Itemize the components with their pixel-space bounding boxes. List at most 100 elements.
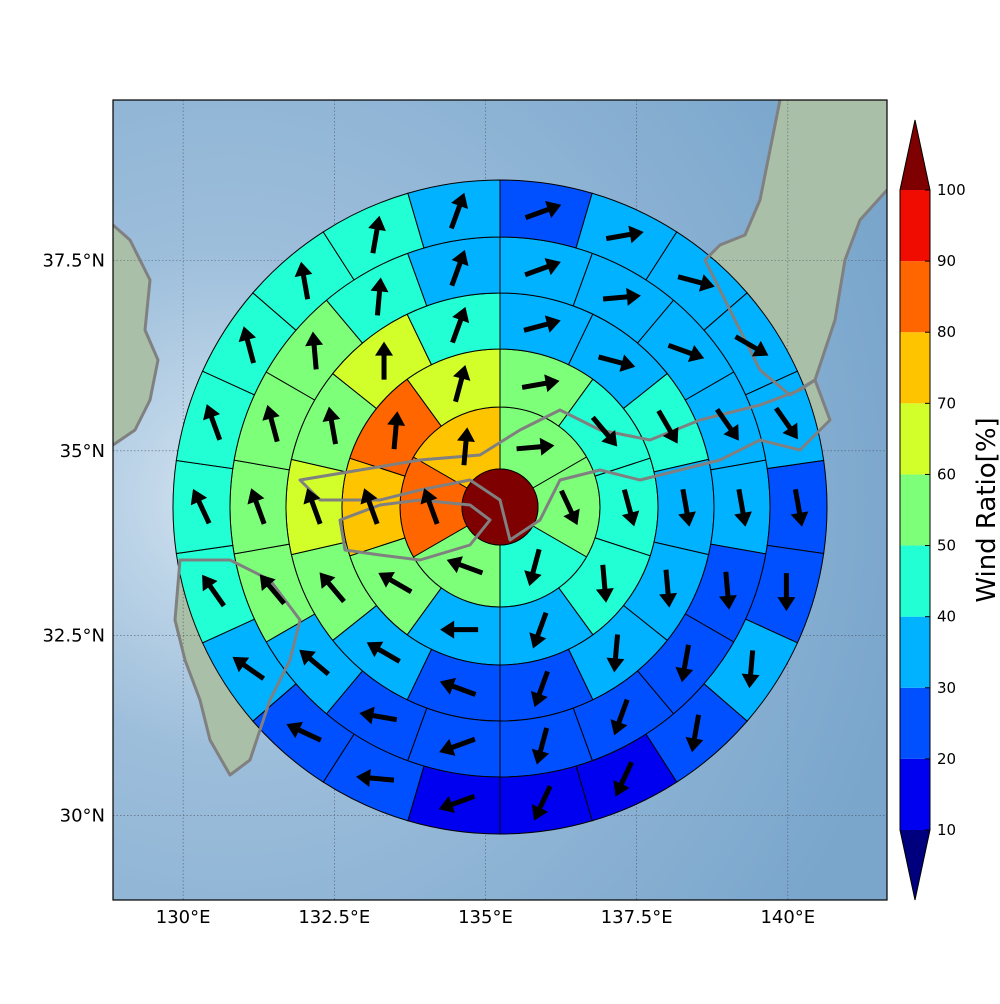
- wind-arrow: [685, 714, 704, 753]
- arrow-shape: [247, 488, 267, 525]
- colorbar-tick-label: 40: [937, 608, 956, 626]
- arrow-shape: [531, 727, 550, 765]
- colorbar-over: [900, 120, 930, 190]
- wind-arrow: [378, 572, 413, 594]
- wind-arrow: [718, 571, 737, 610]
- wind-arrow: [524, 258, 561, 278]
- wind-arrow: [734, 488, 752, 527]
- arrow-shape: [360, 488, 380, 525]
- wind-arrow: [387, 411, 406, 450]
- y-tick-label: 30°N: [60, 805, 105, 826]
- colorbar-segment: [900, 261, 930, 333]
- wind-arrow: [359, 706, 398, 725]
- axes: 130°E 132.5°E 135°E 137.5°E 140°E 30°N 32.5°N 3…: [42, 250, 815, 928]
- arrow-shape: [656, 409, 679, 444]
- wind-arrow: [521, 374, 560, 393]
- arrow-shape: [378, 572, 413, 594]
- arrow-shape: [439, 736, 476, 756]
- wind-arrow: [656, 409, 679, 444]
- map-frame: [112, 99, 888, 901]
- wind-arrow: [449, 249, 469, 287]
- arrow-shape: [439, 677, 477, 697]
- sectors: [172, 179, 828, 835]
- arrow-shape: [449, 249, 469, 287]
- y-tick-label: 35°N: [60, 441, 105, 462]
- arrow-shape: [559, 489, 580, 526]
- arrow-shape: [524, 258, 561, 278]
- coast-honshu-west: [298, 378, 832, 542]
- arrow-shape: [675, 644, 694, 683]
- y-tick-label: 37.5°N: [42, 250, 105, 271]
- arrow-shape: [715, 408, 739, 441]
- arrow-shape: [777, 573, 796, 612]
- arrow-shape: [450, 306, 470, 344]
- arrow-shape: [319, 572, 346, 604]
- arrow-shape: [449, 192, 469, 230]
- wind-arrow: [602, 287, 641, 306]
- wind-arrow: [319, 572, 346, 604]
- x-tick-label: 140°E: [760, 907, 815, 928]
- arrow-shape: [734, 334, 769, 357]
- wind-arrow: [259, 574, 287, 606]
- arrow-shape: [602, 287, 641, 306]
- arrow-shape: [659, 569, 678, 608]
- wind-arrow: [524, 548, 542, 587]
- wind-arrow: [559, 489, 580, 526]
- arrow-shape: [303, 488, 323, 525]
- arrow-shape: [286, 721, 322, 743]
- coast-shikoku: [338, 498, 492, 562]
- x-tick-label: 135°E: [458, 907, 513, 928]
- wind-arrow: [299, 649, 331, 677]
- arrow-shape: [370, 277, 389, 316]
- colorbar-segment: [900, 332, 930, 404]
- coastlines: [113, 100, 887, 777]
- x-tick-label: 130°E: [156, 907, 211, 928]
- arrow-shape: [457, 427, 475, 466]
- wind-arrow: [715, 408, 739, 441]
- wind-arrow: [777, 573, 796, 612]
- wind-arrow: [203, 404, 223, 441]
- wind-arrow: [529, 611, 549, 649]
- colorbar-tick-label: 50: [937, 537, 956, 555]
- wind-arrow: [741, 650, 760, 689]
- wind-arrow: [678, 488, 696, 527]
- arrow-shape: [202, 574, 226, 608]
- korea: [113, 225, 158, 445]
- colorbar-segment: [900, 545, 930, 617]
- wind-arrow: [303, 488, 323, 525]
- colorbar-segment: [900, 190, 930, 262]
- y-tick-label: 32.5°N: [42, 626, 105, 647]
- wind-arrow: [262, 404, 280, 443]
- wind-arrow: [590, 415, 618, 447]
- wind-arrow: [238, 326, 257, 364]
- arrow-shape: [438, 793, 476, 813]
- wind-arrow: [595, 564, 614, 603]
- arrow-shape: [446, 556, 484, 576]
- arrow-shape: [774, 406, 798, 440]
- wind-arrow: [531, 785, 553, 821]
- arrow-shape: [734, 488, 752, 527]
- sector: [407, 179, 501, 249]
- arrow-shape: [597, 354, 636, 372]
- arrow-shape: [440, 620, 479, 639]
- arrow-shape: [595, 564, 614, 603]
- arrow-shape: [718, 571, 737, 610]
- arrows: [190, 192, 809, 821]
- arrow-shape: [741, 650, 760, 689]
- wind-arrow: [440, 620, 479, 639]
- wind-arrow: [790, 488, 809, 527]
- arrow-shape: [524, 548, 542, 587]
- colorbar: 10 20 30 40 50 60 70 80 90 100 Wind Ratio[%]: [899, 119, 1000, 901]
- wind-arrow: [677, 274, 715, 292]
- arrow-shape: [621, 488, 640, 527]
- arrow-shape: [359, 706, 398, 725]
- wind-arrow: [621, 488, 640, 527]
- wind-arrow: [439, 677, 477, 697]
- arrow-shape: [452, 364, 471, 403]
- arrow-shape: [294, 261, 313, 300]
- wind-arrow: [597, 354, 636, 372]
- colorbar-segment: [900, 687, 930, 759]
- wind-arrow: [438, 793, 476, 813]
